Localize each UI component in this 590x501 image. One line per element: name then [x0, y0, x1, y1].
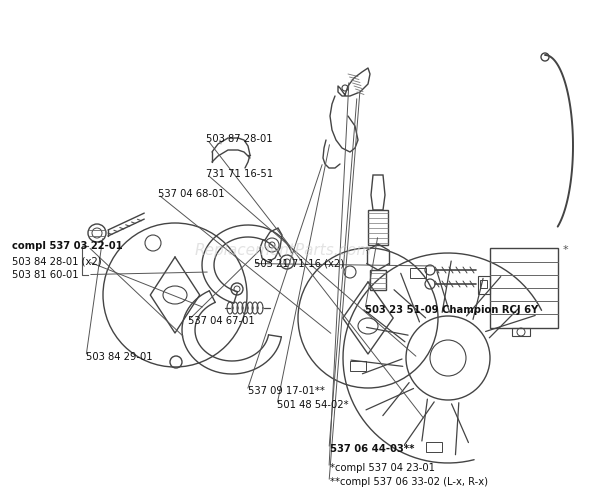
Bar	[512, 328, 530, 336]
Bar	[350, 361, 366, 371]
Text: compl 537 03 22-01: compl 537 03 22-01	[12, 241, 123, 252]
Bar	[368, 210, 388, 245]
Text: 537 06 44-03**: 537 06 44-03**	[330, 444, 415, 454]
Text: *compl 537 04 23-01: *compl 537 04 23-01	[330, 463, 435, 473]
Text: 537 04 67-01: 537 04 67-01	[188, 316, 254, 326]
Text: 537 04 68-01: 537 04 68-01	[158, 189, 225, 199]
Bar	[490, 248, 558, 328]
Text: *: *	[563, 245, 569, 255]
Text: 503 84 29-01: 503 84 29-01	[86, 352, 152, 362]
Bar	[370, 270, 386, 290]
Text: 501 48 54-02*: 501 48 54-02*	[277, 400, 349, 410]
Text: 537 09 17-01**: 537 09 17-01**	[248, 386, 324, 396]
Text: **compl 537 06 33-02 (L-x, R-x): **compl 537 06 33-02 (L-x, R-x)	[330, 477, 489, 487]
Bar	[409, 269, 425, 279]
Text: 503 21 71-16 (x2): 503 21 71-16 (x2)	[254, 259, 344, 269]
Text: 503 81 60-01: 503 81 60-01	[12, 270, 78, 280]
Text: 731 71 16-51: 731 71 16-51	[206, 169, 274, 179]
Text: 503 87 28-01: 503 87 28-01	[206, 134, 273, 144]
Bar	[478, 276, 490, 294]
Bar	[426, 442, 442, 452]
Text: 503 84 28-01 (x2): 503 84 28-01 (x2)	[12, 257, 101, 267]
Text: ReplacementParts.com: ReplacementParts.com	[195, 243, 372, 258]
Text: 503 23 51-09 Champion RCJ 6Y: 503 23 51-09 Champion RCJ 6Y	[365, 305, 538, 315]
Bar	[480, 280, 487, 288]
